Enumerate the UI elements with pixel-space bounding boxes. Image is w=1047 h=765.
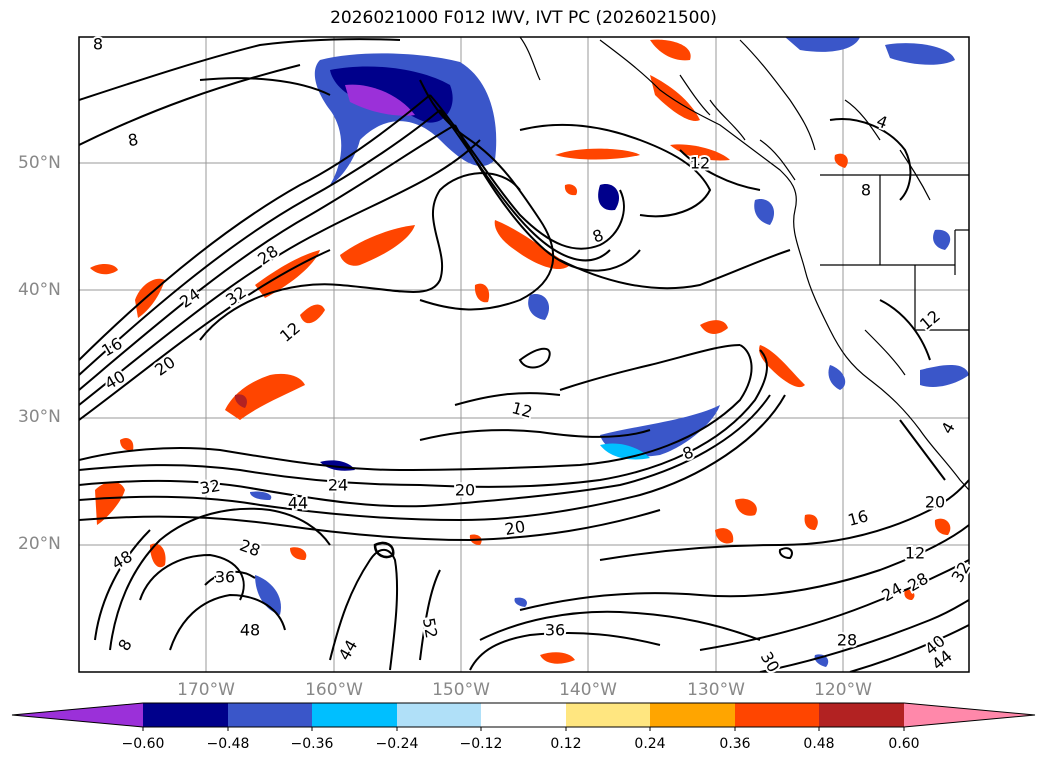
colorbar-tick-label: −0.60 xyxy=(121,736,165,752)
colorbar-segment xyxy=(397,703,481,727)
contour-label: 8 xyxy=(93,35,103,54)
contour-label: 32 xyxy=(198,476,221,498)
colorbar-tick-label: 0.24 xyxy=(634,736,666,752)
contour-label: 20 xyxy=(503,517,526,539)
contour-label: 36 xyxy=(545,621,565,640)
colorbar-segment xyxy=(650,703,735,727)
contour-label: 8 xyxy=(861,181,871,200)
colorbar-tick-label: 0.48 xyxy=(803,736,835,752)
lat-label-30n: 30°N xyxy=(18,407,61,427)
positive-anomaly-shading xyxy=(90,39,951,664)
contour-label: 48 xyxy=(240,621,260,640)
colorbar-segment xyxy=(312,703,397,727)
colorbar-segment xyxy=(12,703,143,727)
colorbar-segment xyxy=(228,703,312,727)
colorbar-segment xyxy=(904,703,1035,727)
colorbar-tick-label: −0.36 xyxy=(290,736,334,752)
colorbar-tick-label: 0.12 xyxy=(550,736,582,752)
lon-label-120w: 120°W xyxy=(814,680,872,700)
colorbar-tick-label: −0.48 xyxy=(206,736,250,752)
coastlines xyxy=(519,37,969,491)
lon-label-130w: 130°W xyxy=(687,680,745,700)
colorbar-tick-label: 0.36 xyxy=(719,736,751,752)
colorbar-tick-label: −0.24 xyxy=(375,736,419,752)
lat-label-20n: 20°N xyxy=(18,534,61,554)
contour-label: 52 xyxy=(419,616,441,639)
figure-title: 2026021000 F012 IWV, IVT PC (2026021500) xyxy=(330,8,717,28)
map-frame xyxy=(78,36,970,673)
contour-label: 12 xyxy=(690,154,710,173)
colorbar-tick-label: −0.12 xyxy=(459,736,503,752)
lon-label-160w: 160°W xyxy=(305,680,363,700)
colorbar xyxy=(11,702,1036,731)
colorbar-segment xyxy=(143,703,228,727)
lat-label-50n: 50°N xyxy=(18,153,61,173)
map-background xyxy=(79,37,969,672)
lon-label-150w: 150°W xyxy=(432,680,490,700)
negative-anomaly-shading xyxy=(250,37,969,667)
contour-label: 44 xyxy=(288,494,308,513)
ivt-contours xyxy=(79,38,969,672)
contour-label: 28 xyxy=(837,631,857,650)
contour-label: 20 xyxy=(455,481,475,500)
lat-label-40n: 40°N xyxy=(18,280,61,300)
contour-label: 36 xyxy=(215,568,235,587)
lon-label-170w: 170°W xyxy=(177,680,235,700)
colorbar-segment xyxy=(819,703,904,727)
contour-label: 12 xyxy=(905,544,925,563)
colorbar-segment xyxy=(566,703,650,727)
colorbar-segment xyxy=(735,703,819,727)
colorbar-segment xyxy=(481,703,566,727)
colorbar-tick-label: 0.60 xyxy=(888,736,920,752)
contour-label: 20 xyxy=(925,493,945,512)
lon-label-140w: 140°W xyxy=(559,680,617,700)
contour-label: 24 xyxy=(328,476,348,495)
